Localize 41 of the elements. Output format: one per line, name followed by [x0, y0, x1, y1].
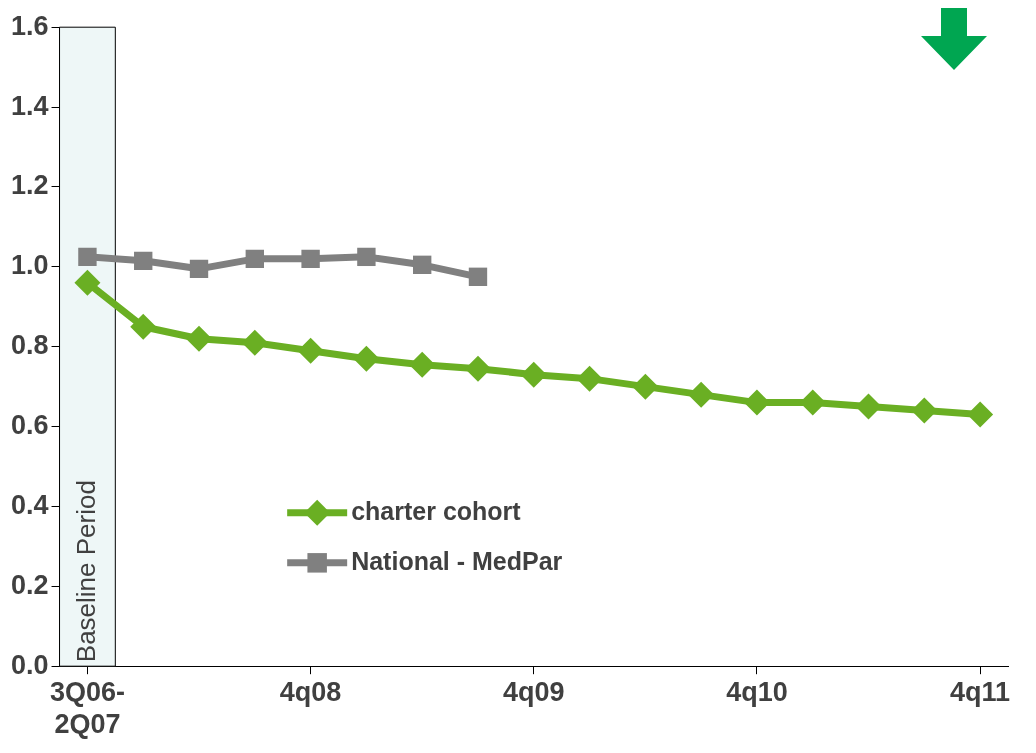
point	[353, 345, 380, 372]
point	[301, 249, 320, 269]
point	[245, 249, 264, 269]
point	[241, 329, 268, 356]
point	[688, 381, 715, 408]
y-tick-label: 0.4	[10, 489, 49, 520]
y-tick-label: 0.0	[10, 649, 49, 680]
x-tick-label: 4q08	[279, 676, 342, 707]
point	[189, 259, 209, 279]
point	[297, 337, 324, 364]
point	[855, 393, 882, 420]
x-tick-label: 3Q06-2Q07	[49, 676, 125, 740]
x-tick-label: 4q10	[726, 676, 788, 707]
point	[743, 389, 770, 416]
point	[632, 373, 659, 400]
y-tick-label: 1.6	[10, 10, 49, 41]
x-tick-label: 4q09	[502, 676, 565, 707]
x-tick-label: 4q11	[950, 676, 1011, 707]
y-tick-label: 0.8	[10, 330, 49, 361]
point	[464, 355, 491, 382]
point	[130, 313, 157, 340]
y-tick-label: 1.2	[10, 170, 49, 201]
point	[134, 251, 153, 271]
y-tick-label: 0.2	[10, 569, 49, 600]
point	[576, 365, 603, 392]
point	[468, 267, 488, 286]
point	[186, 325, 213, 352]
point	[409, 351, 436, 378]
point	[911, 397, 938, 424]
legend-label: National - MedPar	[351, 546, 563, 575]
y-tick-label: 1.0	[10, 250, 49, 281]
point	[74, 269, 101, 296]
point	[412, 255, 432, 275]
point	[357, 247, 376, 267]
y-tick-label: 0.6	[10, 410, 49, 441]
point	[78, 247, 97, 267]
point	[967, 401, 994, 428]
band-label: Baseline Period	[70, 480, 101, 663]
y-tick-label: 1.4	[10, 90, 49, 121]
legend-label: charter cohort	[351, 496, 522, 525]
point	[520, 361, 547, 388]
